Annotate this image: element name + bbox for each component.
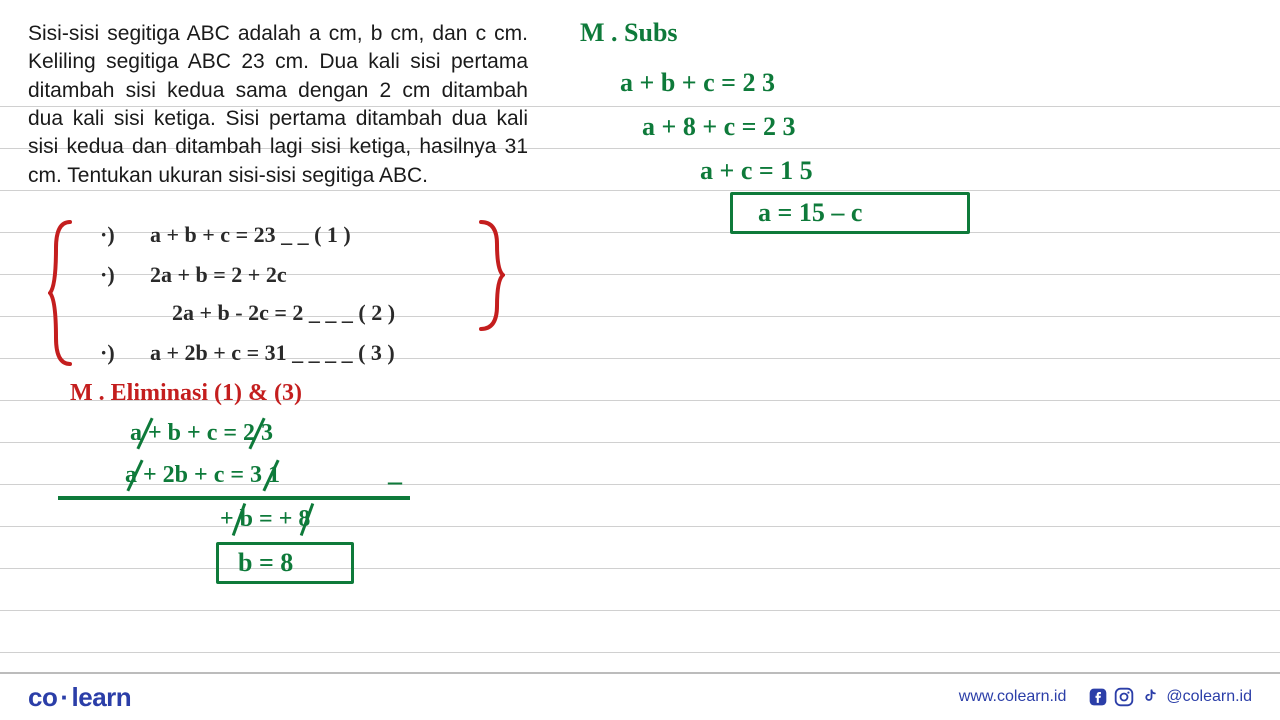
brand-logo: co·learn xyxy=(28,682,131,713)
instagram-icon xyxy=(1114,687,1134,707)
handwriting-text: a + c = 1 5 xyxy=(700,156,813,186)
handwriting-text: ·) xyxy=(100,340,115,366)
footer-right: www.colearn.id @colearn.id xyxy=(959,687,1252,707)
facebook-icon xyxy=(1088,687,1108,707)
handwriting-text: ·) xyxy=(100,222,115,248)
handwriting-text: 2a + b - 2c = 2 _ _ _ ( 2 ) xyxy=(172,300,395,326)
handwriting-text: – xyxy=(388,466,402,498)
handwriting-text: a + b + c = 2 3 xyxy=(620,68,775,98)
handwriting-text: ·) xyxy=(100,262,115,288)
answer-box xyxy=(730,192,970,234)
handwriting-text: M . Subs xyxy=(580,18,678,48)
handwriting-text: a + 2b + c = 3 1 xyxy=(125,462,280,489)
underline xyxy=(58,496,410,500)
handwriting-text: M . Eliminasi (1) & (3) xyxy=(70,380,302,407)
logo-part-a: co xyxy=(28,682,57,712)
footer-url: www.colearn.id xyxy=(959,688,1067,706)
footer: co·learn www.colearn.id @colearn.id xyxy=(0,674,1280,720)
handwriting-text: a + 8 + c = 2 3 xyxy=(642,112,796,142)
answer-box xyxy=(216,542,354,584)
tiktok-icon xyxy=(1140,687,1160,707)
footer-handle: @colearn.id xyxy=(1166,688,1252,706)
handwriting-text: a + b + c = 23 _ _ ( 1 ) xyxy=(150,222,351,248)
social-group: @colearn.id xyxy=(1088,687,1252,707)
brace-left-icon xyxy=(48,218,78,368)
handwriting-text: a + 2b + c = 31 _ _ _ _ ( 3 ) xyxy=(150,340,395,366)
problem-text: Sisi-sisi segitiga ABC adalah a cm, b cm… xyxy=(28,20,528,190)
handwriting-text: 2a + b = 2 + 2c xyxy=(150,262,287,288)
logo-part-b: learn xyxy=(72,682,132,712)
brace-right-icon xyxy=(475,218,505,333)
logo-dot: · xyxy=(57,682,71,712)
